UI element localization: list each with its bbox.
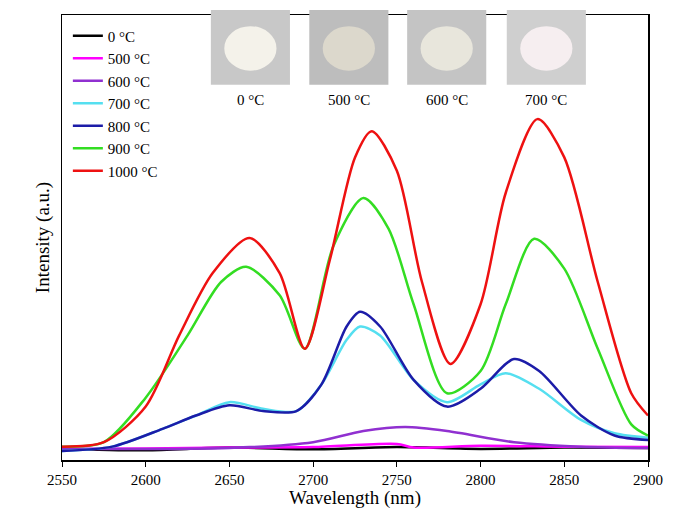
svg-text:2750: 2750: [382, 472, 412, 488]
svg-text:2900: 2900: [633, 472, 663, 488]
svg-text:800 °C: 800 °C: [108, 119, 150, 135]
svg-text:600 °C: 600 °C: [108, 74, 150, 90]
svg-text:500 °C: 500 °C: [328, 92, 370, 108]
svg-text:2550: 2550: [47, 472, 77, 488]
svg-text:2850: 2850: [549, 472, 579, 488]
svg-text:2600: 2600: [131, 472, 161, 488]
svg-text:900 °C: 900 °C: [108, 141, 150, 157]
svg-text:500 °C: 500 °C: [108, 51, 150, 67]
svg-text:1000 °C: 1000 °C: [108, 164, 158, 180]
svg-text:Wavelength (nm): Wavelength (nm): [289, 488, 421, 510]
svg-text:2650: 2650: [214, 472, 244, 488]
svg-text:700 °C: 700 °C: [108, 96, 150, 112]
svg-text:0 °C: 0 °C: [108, 29, 135, 45]
svg-text:2800: 2800: [466, 472, 496, 488]
svg-text:600 °C: 600 °C: [426, 92, 468, 108]
svg-text:2700: 2700: [298, 472, 328, 488]
svg-text:Intensity (a.u.): Intensity (a.u.): [32, 182, 54, 293]
svg-text:700 °C: 700 °C: [525, 92, 567, 108]
svg-text:0 °C: 0 °C: [237, 92, 264, 108]
